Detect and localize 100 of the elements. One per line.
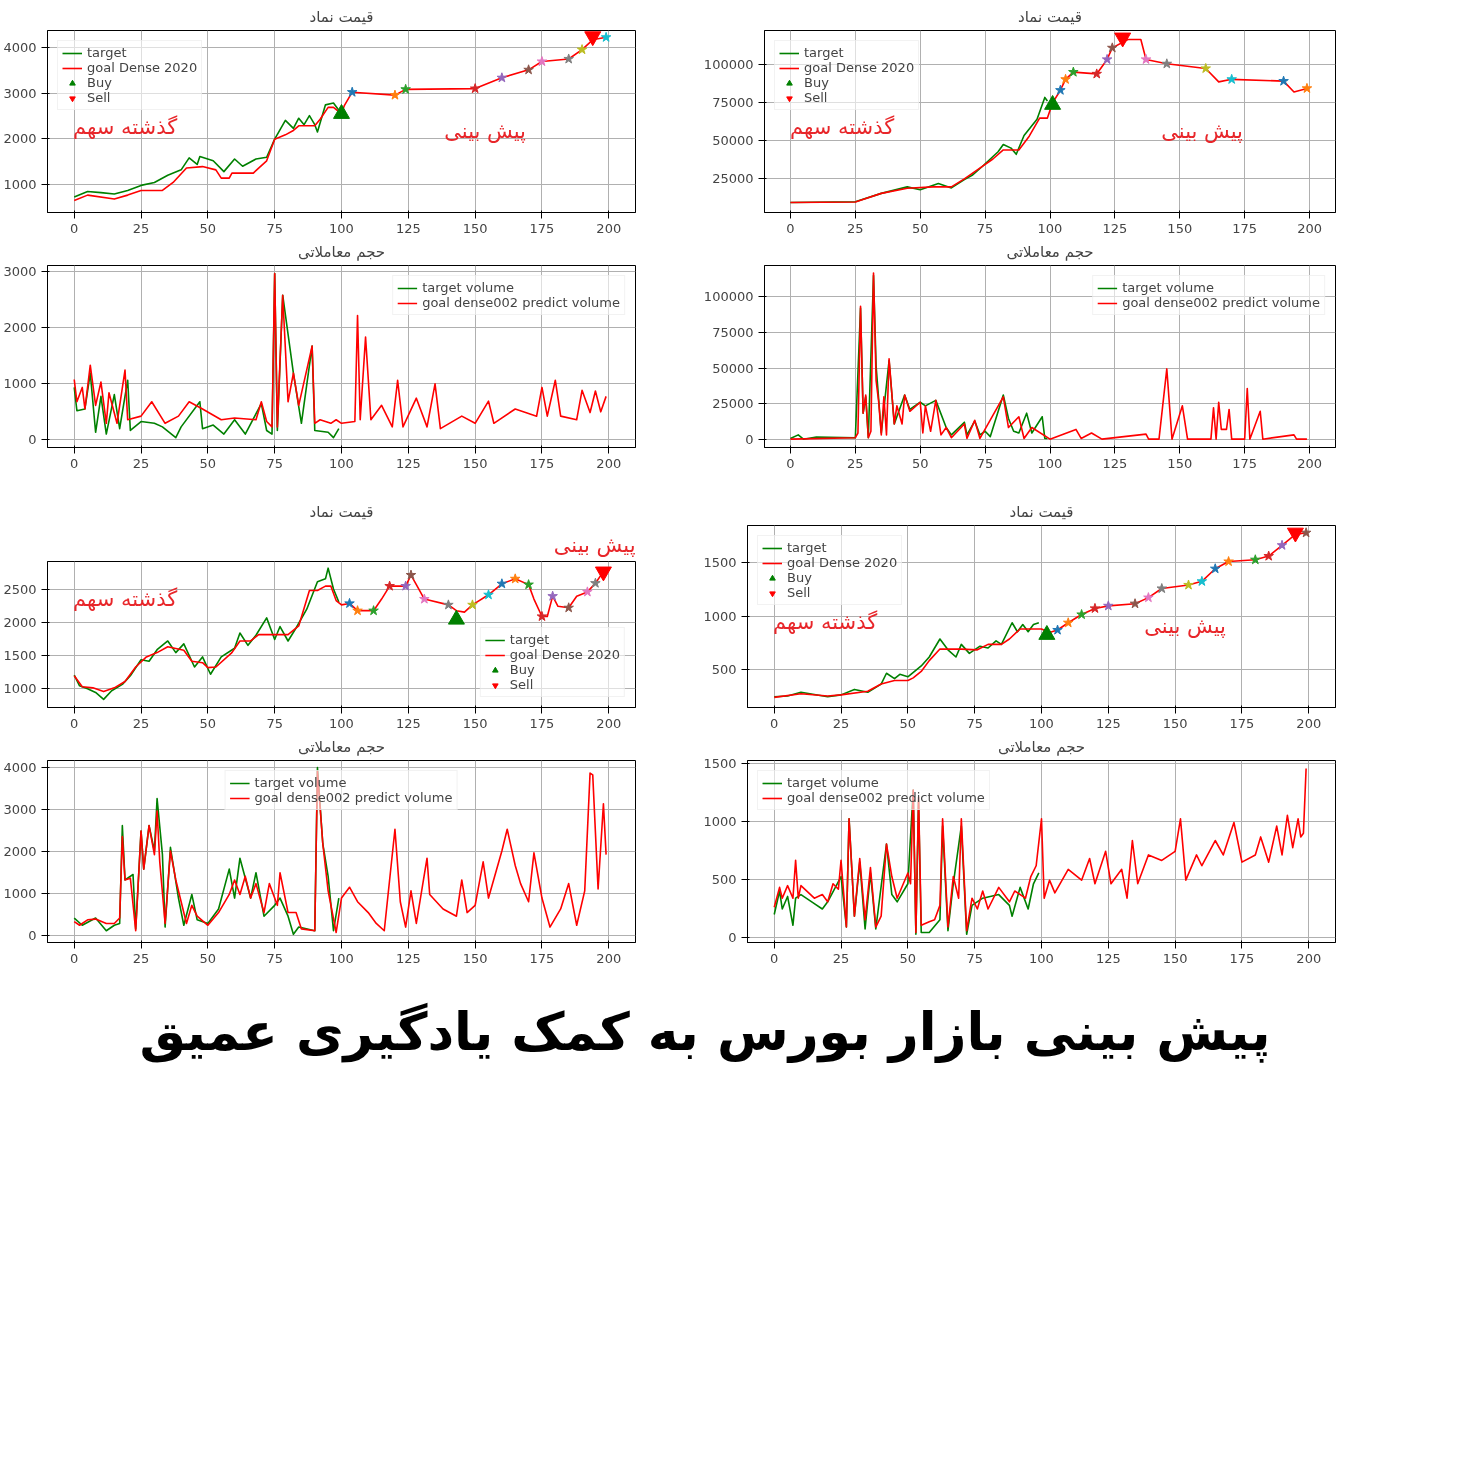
x-tick-label: 0 xyxy=(786,220,795,236)
point xyxy=(1301,82,1313,93)
point xyxy=(1107,42,1118,53)
point xyxy=(1276,539,1288,550)
point xyxy=(1223,556,1234,567)
y-tick-label: 0 xyxy=(28,928,37,944)
x-tick-label: 75 xyxy=(266,715,283,731)
x-tick-label: 25 xyxy=(132,950,150,966)
x-tick-label: 125 xyxy=(395,455,421,471)
point xyxy=(1068,66,1079,77)
line-series xyxy=(73,567,340,701)
point xyxy=(509,573,521,584)
x-tick-label: 50 xyxy=(199,715,217,731)
x-tick-label: 125 xyxy=(1102,455,1128,471)
point xyxy=(582,586,593,597)
x-tick-label: 75 xyxy=(266,220,283,236)
x-tick-label: 100 xyxy=(329,220,354,236)
x-tick-label: 125 xyxy=(1095,950,1121,966)
point xyxy=(1183,579,1194,590)
x-tick-label: 25 xyxy=(132,220,150,236)
legend-label: target volume xyxy=(1122,280,1214,295)
line-series xyxy=(773,767,1307,934)
legend-label: Buy xyxy=(787,570,812,585)
x-tick-label: 50 xyxy=(199,455,217,471)
y-tick-label: 75000 xyxy=(712,324,754,340)
point xyxy=(563,53,574,64)
x-tick-label: 75 xyxy=(976,455,994,471)
annotation: گذشته سهم xyxy=(73,587,178,613)
point xyxy=(1103,600,1114,611)
legend-label: Sell xyxy=(87,90,111,105)
y-tick-label: 1000 xyxy=(703,608,737,624)
point xyxy=(1055,84,1066,95)
legend-label: target volume xyxy=(787,775,879,790)
annotation: پیش بینی xyxy=(1144,613,1227,638)
x-tick-label: 75 xyxy=(266,950,283,966)
legend-label: Sell xyxy=(804,90,828,105)
annotation: پیش بینی xyxy=(1161,118,1244,143)
x-tick-label: 200 xyxy=(596,455,622,471)
point xyxy=(368,605,379,616)
line-series xyxy=(73,770,607,934)
legend-label: goal dense002 predict volume xyxy=(422,295,620,310)
chart-title: حجم معاملاتی xyxy=(297,242,386,261)
legend-label: goal Dense 2020 xyxy=(787,555,898,570)
point xyxy=(389,89,401,100)
legend-label: Buy xyxy=(87,75,112,90)
point xyxy=(1196,575,1208,586)
x-tick-label: 0 xyxy=(770,715,779,731)
y-tick-label: 75000 xyxy=(712,95,754,111)
y-tick-label: 2000 xyxy=(3,615,37,631)
x-tick-label: 100 xyxy=(329,950,354,966)
y-tick-label: 2000 xyxy=(3,131,37,147)
point xyxy=(523,64,534,75)
x-tick-label: 0 xyxy=(70,455,79,471)
chart-title: قیمت نماد xyxy=(309,502,374,521)
x-tick-label: 125 xyxy=(395,220,421,236)
legend-label: target volume xyxy=(254,775,347,790)
legend-label: goal dense002 predict volume xyxy=(787,790,985,805)
x-tick-label: 50 xyxy=(911,455,929,471)
point xyxy=(400,83,411,94)
x-tick-label: 150 xyxy=(1162,950,1188,966)
y-tick-label: 1000 xyxy=(703,814,737,830)
x-tick-label: 125 xyxy=(395,950,421,966)
x-tick-label: 50 xyxy=(199,950,217,966)
x-tick-label: 25 xyxy=(132,715,150,731)
legend-label: Buy xyxy=(509,662,535,677)
point xyxy=(1143,592,1154,603)
point xyxy=(1062,617,1074,628)
y-tick-label: 25000 xyxy=(712,396,754,412)
point xyxy=(400,580,411,591)
point xyxy=(405,569,417,580)
point xyxy=(600,31,612,42)
x-tick-label: 0 xyxy=(70,950,79,966)
x-tick-label: 175 xyxy=(529,715,555,731)
point xyxy=(1089,602,1101,613)
point xyxy=(1091,68,1102,79)
x-tick-label: 50 xyxy=(911,220,929,236)
point xyxy=(1038,625,1056,640)
x-tick-label: 75 xyxy=(266,455,283,471)
y-tick-label: 1000 xyxy=(3,681,37,697)
x-tick-label: 175 xyxy=(1229,715,1255,731)
x-tick-label: 25 xyxy=(847,455,864,471)
x-tick-label: 150 xyxy=(462,455,488,471)
point xyxy=(1209,563,1221,574)
point xyxy=(1140,53,1152,64)
y-tick-label: 3000 xyxy=(3,802,37,818)
x-tick-label: 150 xyxy=(1162,715,1188,731)
annotation: گذشته سهم xyxy=(73,115,178,140)
chart-title: قیمت نماد xyxy=(1018,7,1082,26)
x-tick-label: 25 xyxy=(832,715,850,731)
x-tick-label: 50 xyxy=(199,220,217,236)
point xyxy=(1052,624,1063,635)
legend-label: Sell xyxy=(787,585,811,600)
x-tick-label: 100 xyxy=(1037,455,1063,471)
y-tick-label: 500 xyxy=(711,872,737,888)
point xyxy=(1161,58,1173,69)
point xyxy=(576,44,588,55)
point xyxy=(483,589,494,600)
y-tick-label: 4000 xyxy=(3,760,37,776)
x-tick-label: 75 xyxy=(966,715,983,731)
legend-label: target xyxy=(87,45,127,60)
